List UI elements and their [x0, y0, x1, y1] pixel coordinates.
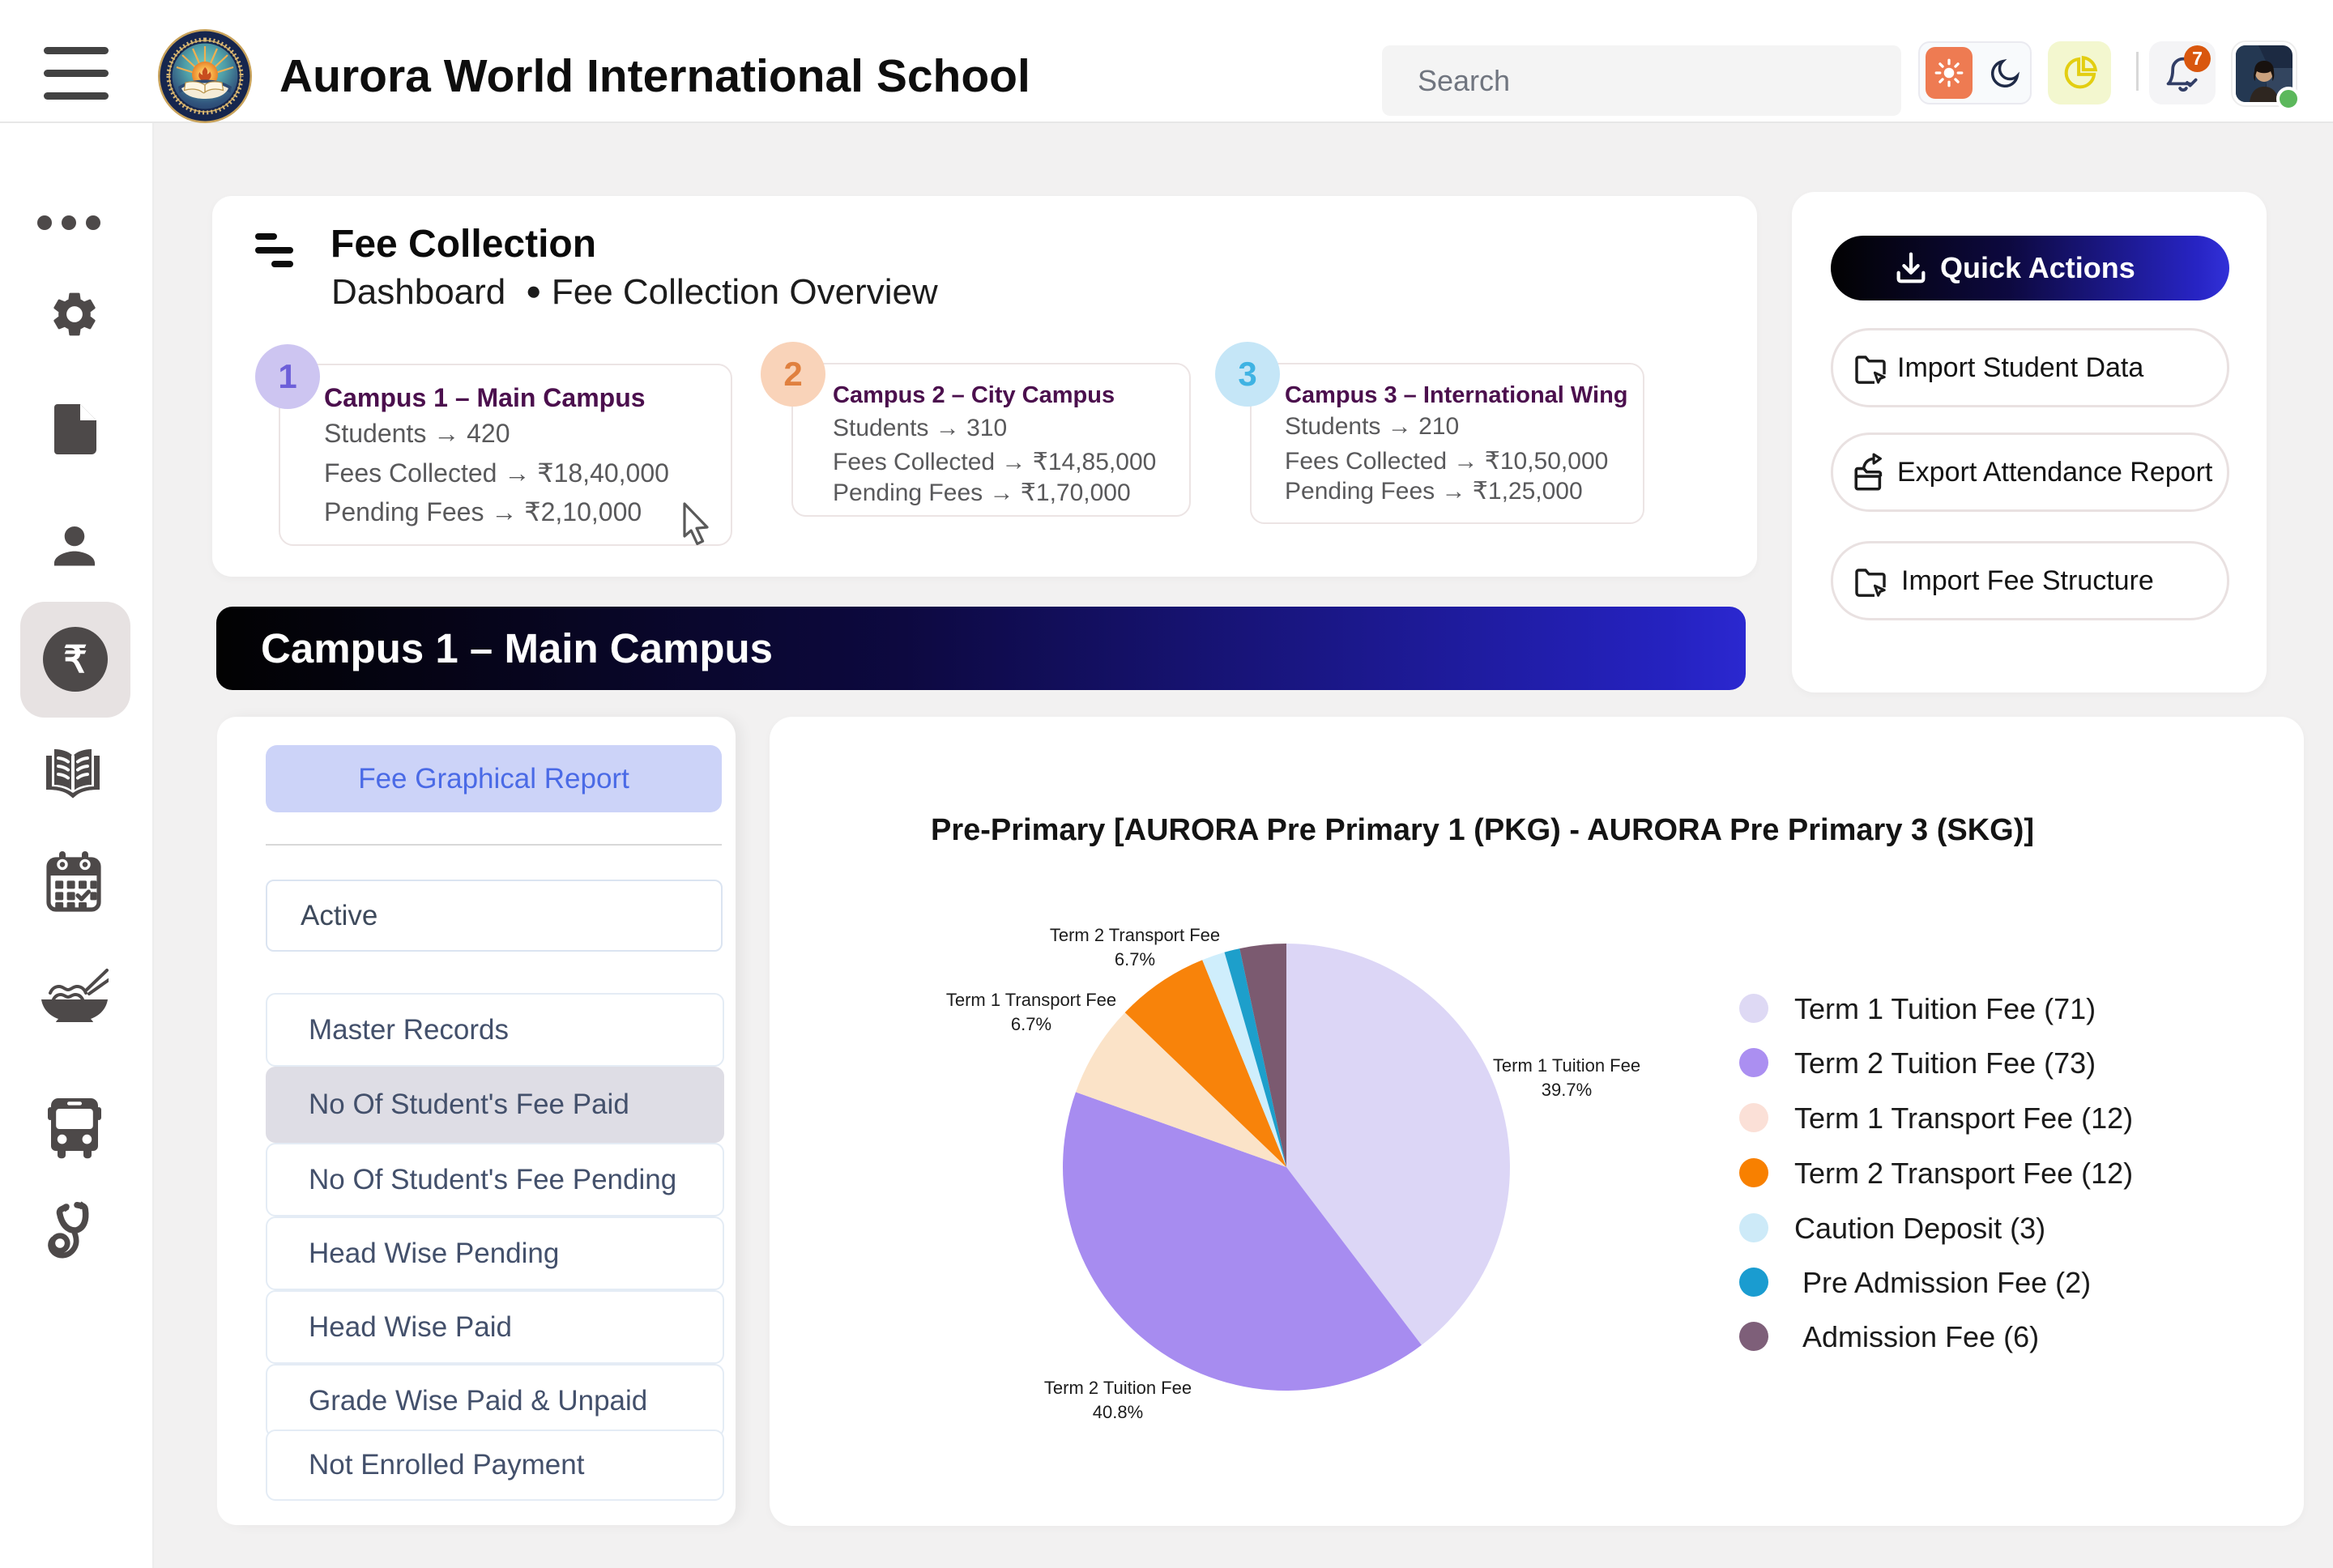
- svg-text:₹: ₹: [63, 638, 87, 680]
